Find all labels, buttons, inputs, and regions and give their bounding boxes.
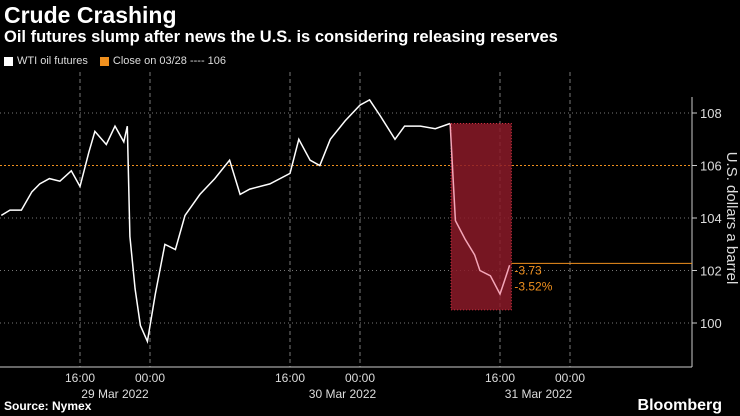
chart-subtitle: Oil futures slump after news the U.S. is…	[4, 28, 558, 46]
series-line-wti-highlight	[449, 123, 511, 297]
y-tick-label: 102	[700, 264, 722, 279]
highlight-box	[450, 123, 512, 311]
y-tick-label: 104	[700, 211, 722, 226]
y-tick-label: 100	[700, 316, 722, 331]
x-tick-label: 00:00	[345, 371, 375, 385]
x-tick-label: 16:00	[275, 371, 305, 385]
x-tick-label: 00:00	[135, 371, 165, 385]
legend-swatch-close	[99, 56, 109, 66]
x-date-label: 31 Mar 2022	[505, 387, 573, 401]
x-tick-label: 00:00	[555, 371, 585, 385]
legend: WTI oil futures Close on 03/28 ---- 106	[4, 55, 226, 67]
legend-label-close: Close on 03/28 ---- 106	[112, 55, 227, 67]
x-tick-label: 16:00	[65, 371, 95, 385]
chart-title: Crude Crashing	[4, 2, 177, 28]
x-date-label: 29 Mar 2022	[81, 387, 149, 401]
y-tick-label: 106	[700, 159, 722, 174]
y-axis-title: U.S. dollars a barrel	[723, 152, 740, 285]
x-date-label: 30 Mar 2022	[309, 387, 377, 401]
y-tick-label: 108	[700, 106, 722, 121]
change-pct-annotation: -3.52%	[514, 279, 552, 293]
x-tick-label: 16:00	[485, 371, 515, 385]
series-line-wti	[0, 98, 451, 344]
change-annotation: -3.73	[514, 263, 542, 277]
bloomberg-logo: Bloomberg	[637, 397, 722, 414]
legend-swatch-wti	[4, 56, 13, 66]
source-note: Source: Nymex	[4, 399, 92, 413]
legend-label-wti: WTI oil futures	[17, 55, 88, 67]
